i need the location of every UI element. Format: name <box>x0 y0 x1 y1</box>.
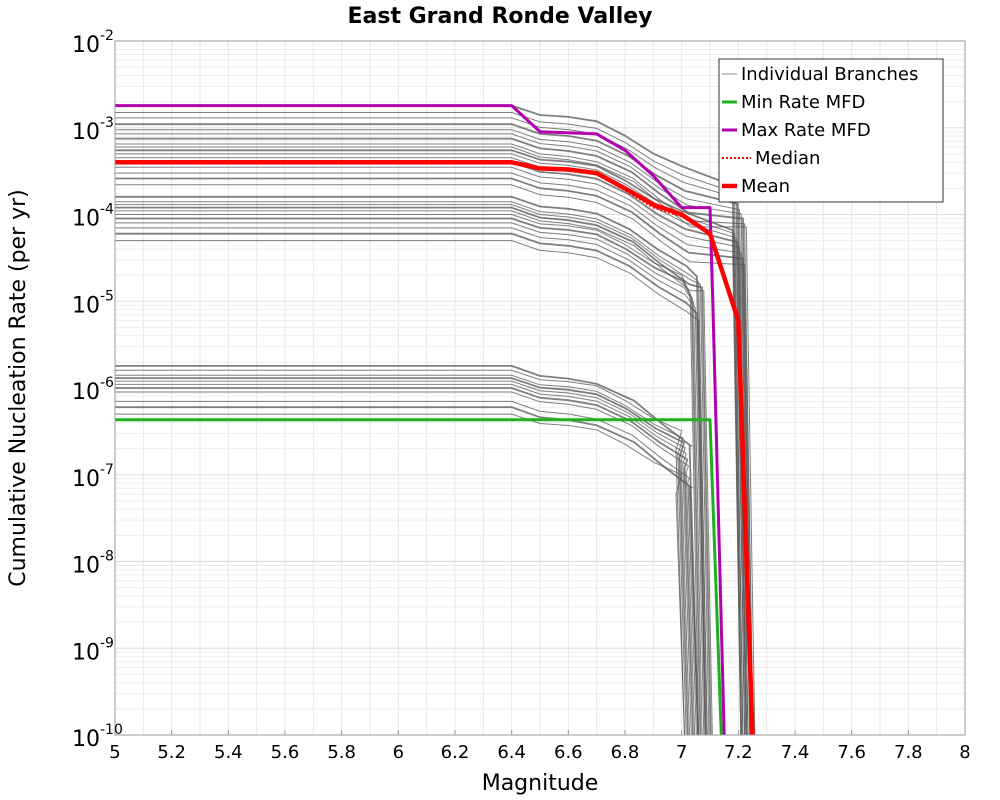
y-tick-label: 10-4 <box>72 202 114 232</box>
branch-line <box>115 104 743 736</box>
legend-label: Individual Branches <box>741 64 918 85</box>
branch-line <box>115 123 748 736</box>
legend-label: Max Rate MFD <box>741 120 871 141</box>
y-tick-label: 10-7 <box>72 462 114 492</box>
plot-frame <box>114 40 966 736</box>
x-axis-label: Magnitude <box>482 771 599 796</box>
branch-line <box>115 143 754 736</box>
branch-line <box>115 172 751 736</box>
branch-line <box>115 232 707 736</box>
individual-branches <box>115 104 756 736</box>
x-ticks: 5 5.2 5.4 5.6 5.8 6 6.2 6.4 6.6 6.8 7 7.2 7.4 7.6 7.8 8 <box>109 730 971 763</box>
branch-line <box>115 240 708 736</box>
branch-line <box>115 133 751 736</box>
branch-line <box>115 137 753 736</box>
x-tick-label: 6.4 <box>497 742 526 763</box>
branch-line <box>115 214 700 736</box>
x-tick-label: 6.6 <box>554 742 583 763</box>
y-tick-label: 10-9 <box>72 635 114 665</box>
branch-line <box>115 129 749 736</box>
series-mean <box>115 160 755 736</box>
branch-line <box>115 374 687 736</box>
x-tick-label: 6 <box>393 742 404 763</box>
branch-line <box>115 177 753 736</box>
y-axis-label: Cumulative Nucleation Rate (per yr) <box>6 189 31 587</box>
series-min-rate-mfd <box>115 418 723 736</box>
x-tick-label: 5.8 <box>327 742 356 763</box>
x-tick-label: 5.4 <box>214 742 243 763</box>
x-tick-label: 5 <box>109 742 120 763</box>
x-tick-label: 5.2 <box>157 742 186 763</box>
branch-line <box>115 153 744 736</box>
x-tick-label: 8 <box>959 742 970 763</box>
branch-line <box>115 365 699 736</box>
summary-series <box>115 104 755 736</box>
branch-line <box>115 227 705 736</box>
x-tick-label: 7.8 <box>894 742 923 763</box>
branch-line <box>115 380 691 736</box>
x-tick-label: 6.2 <box>441 742 470 763</box>
branch-line <box>115 400 697 736</box>
y-tick-label: 10-2 <box>72 28 114 58</box>
x-tick-label: 7 <box>676 742 687 763</box>
branch-line <box>115 406 699 736</box>
y-tick-label: 10-3 <box>72 115 114 145</box>
legend-label: Median <box>755 148 820 169</box>
y-ticks: 10-2 10-3 10-4 10-5 10-6 10-7 10-8 10-9 10-10 <box>72 28 123 752</box>
branch-line <box>115 204 710 736</box>
branch-line <box>115 391 696 736</box>
branch-line <box>115 184 754 736</box>
branch-line <box>115 146 756 736</box>
branch-line <box>115 217 702 736</box>
y-tick-label: 10-6 <box>72 375 114 405</box>
y-tick-label: 10-5 <box>72 288 114 318</box>
legend: Individual Branches Min Rate MFD Max Rate … <box>718 58 944 203</box>
legend-box <box>718 58 944 203</box>
x-tick-label: 7.2 <box>724 742 753 763</box>
branch-line <box>115 201 708 736</box>
y-tick-label: 10-10 <box>72 722 123 752</box>
branch-line <box>115 377 689 736</box>
branch-line <box>115 383 692 736</box>
x-tick-label: 6.8 <box>611 742 640 763</box>
branch-line <box>115 206 712 736</box>
branch-line <box>115 195 707 736</box>
branch-line <box>115 210 713 736</box>
legend-label: Min Rate MFD <box>741 92 865 113</box>
legend-label: Mean <box>741 176 790 197</box>
series-max-rate-mfd <box>115 104 726 736</box>
x-tick-label: 7.6 <box>837 742 866 763</box>
branch-line <box>115 149 743 736</box>
x-tick-label: 5.6 <box>271 742 300 763</box>
y-tick-label: 10-8 <box>72 549 114 579</box>
branch-line <box>115 222 703 736</box>
chart-title: East Grand Ronde Valley <box>347 4 652 29</box>
x-tick-label: 7.4 <box>781 742 810 763</box>
